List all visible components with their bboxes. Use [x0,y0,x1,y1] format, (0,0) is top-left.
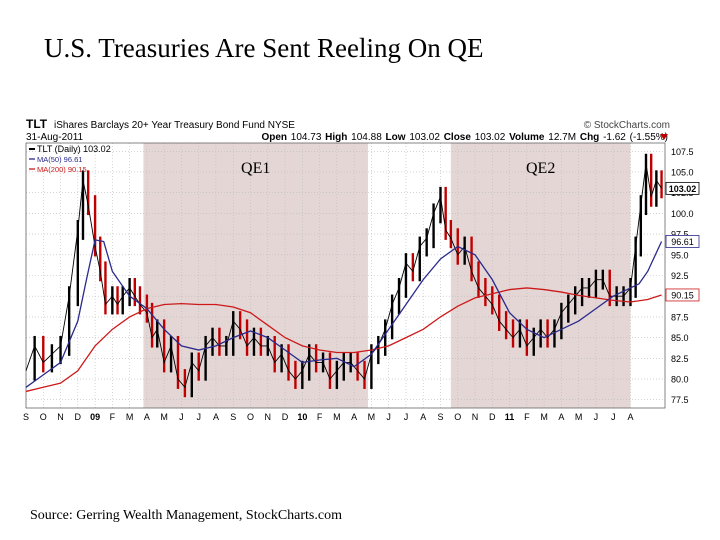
y-tick-label: 107.5 [671,147,694,157]
low-label: Low [385,132,406,143]
last-value-label: 96.61 [671,237,694,247]
x-tick-label: 09 [90,412,100,422]
open-value: 104.73 [290,132,322,143]
price-line [25,163,662,389]
fund-name: iShares Barclays 20+ Year Treasury Bond … [54,119,295,132]
y-tick-label: 87.5 [671,312,689,322]
source-note: Source: Gerring Wealth Management, Stock… [30,508,342,523]
x-tick-label: 11 [505,412,515,422]
x-tick-label: A [627,412,633,422]
y-tick-label: 85.0 [671,333,689,343]
x-tick-label: S [23,412,29,422]
close-label: Close [443,132,471,143]
exchange-label: NYSE [267,120,295,131]
open-label: Open [261,132,288,143]
fund-name-text: iShares Barclays 20+ Year Treasury Bond … [54,120,265,131]
x-tick-label: S [230,412,236,422]
x-tick-label: O [247,412,254,422]
x-tick-label: A [420,412,426,422]
x-tick-label: M [575,412,583,422]
last-value-label: 90.15 [671,290,694,300]
qe-label-qe2: QE2 [526,160,555,177]
x-tick-label: O [454,412,461,422]
chg-down-arrow-icon [660,134,668,140]
x-tick-label: J [386,412,391,422]
chg-label: Chg [579,132,600,143]
y-tick-label: 97.5 [671,230,689,240]
qe-label-qe1: QE1 [241,160,270,177]
last-value-label: 103.02 [669,184,697,194]
volume-value: 12.7M [548,132,577,143]
x-tick-label: M [368,412,376,422]
y-tick-label: 95.0 [671,250,689,260]
x-tick-label: M [160,412,168,422]
x-tick-label: F [317,412,323,422]
x-tick-label: N [57,412,64,422]
chg-value: -1.62 (-1.55%) [603,132,668,143]
x-tick-label: S [437,412,443,422]
y-tick-label: 77.5 [671,395,689,405]
x-tick-label: A [144,412,150,422]
x-tick-label: D [489,412,496,422]
last-value-box [665,288,700,302]
x-tick-label: N [472,412,479,422]
x-tick-label: A [213,412,219,422]
legend-item: MA(200) 90.15 [37,165,87,174]
qe-band-qe2 [450,143,631,408]
y-tick-label: 80.0 [671,375,689,385]
x-tick-label: M [333,412,341,422]
x-tick-label: F [524,412,530,422]
x-tick-label: J [594,412,599,422]
ma50-line [25,239,663,388]
x-tick-label: M [540,412,548,422]
x-tick-label: O [40,412,47,422]
x-tick-label: D [282,412,289,422]
x-tick-label: A [351,412,357,422]
close-value: 103.02 [474,132,506,143]
ma200-line [25,287,662,393]
x-tick-label: J [611,412,616,422]
last-value-box [665,235,700,248]
x-tick-label: A [558,412,564,422]
high-label: High [325,132,348,143]
last-value-box [665,181,700,195]
y-tick-label: 100.0 [671,209,694,219]
volume-label: Volume [509,132,545,143]
x-tick-label: F [110,412,116,422]
slide-title: U.S. Treasuries Are Sent Reeling On QE [44,33,484,63]
stockcharts-credit: © StockCharts.com [583,120,670,131]
x-tick-label: J [404,412,409,422]
x-tick-label: J [179,412,184,422]
x-tick-label: 10 [297,412,307,422]
legend-item: TLT (Daily) 103.02 [37,144,111,154]
x-tick-label: J [196,412,201,422]
y-tick-label: 82.5 [671,354,689,364]
low-value: 103.02 [409,132,440,143]
y-tick-label: 92.5 [671,271,689,281]
legend-item: MA(50) 96.61 [37,155,82,164]
x-tick-label: D [75,412,82,422]
x-tick-label: N [265,412,272,422]
high-value: 104.88 [351,132,382,143]
x-tick-label: M [126,412,134,422]
chart-date: 31-Aug-2011 [26,132,84,143]
y-tick-label: 105.0 [671,167,694,177]
plot-border [25,142,666,409]
ohlc-stats: Open 104.73 High 104.88 Low 103.02 Close… [261,131,668,144]
ticker-symbol: TLT [26,117,48,131]
